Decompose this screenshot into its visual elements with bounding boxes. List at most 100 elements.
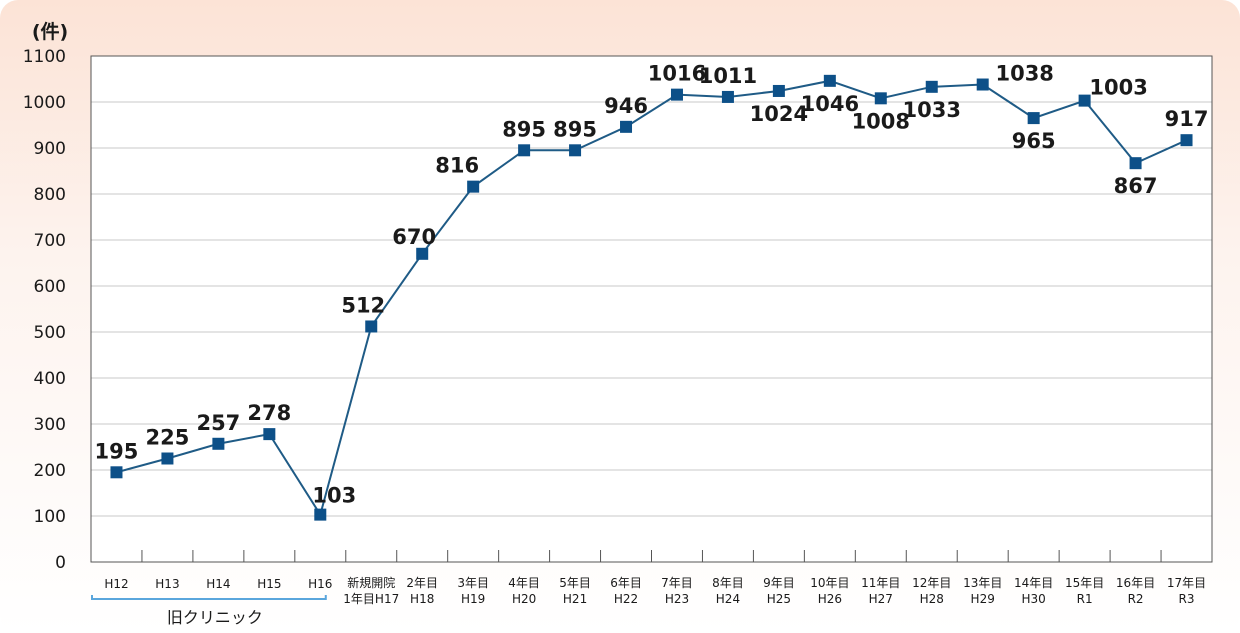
x-tick-label: H23: [665, 592, 689, 606]
y-tick-label: 0: [55, 553, 66, 573]
data-label: 1008: [852, 109, 910, 133]
y-tick-label: 500: [34, 323, 66, 343]
x-tick-label: 6年目: [610, 576, 642, 590]
x-tick-label: 5年目: [559, 576, 591, 590]
x-tick-label: H24: [716, 592, 740, 606]
data-label: 225: [146, 426, 190, 450]
x-tick-label: H21: [563, 592, 587, 606]
x-tick-label: R3: [1179, 592, 1195, 606]
x-tick-label: H20: [512, 592, 536, 606]
x-tick-label: H29: [971, 592, 995, 606]
data-label: 103: [312, 484, 356, 508]
y-tick-label: 200: [34, 461, 66, 481]
y-tick-label: 300: [34, 415, 66, 435]
data-point: [1180, 134, 1193, 147]
x-tick-label: 7年目: [661, 576, 693, 590]
data-point: [772, 84, 785, 97]
data-point: [823, 74, 836, 87]
x-tick-label: H15: [257, 577, 281, 591]
x-tick-label: H14: [206, 577, 230, 591]
x-tick-label: H13: [155, 577, 179, 591]
y-tick-label: 1100: [23, 47, 66, 67]
x-tick-label: R2: [1128, 592, 1144, 606]
x-tick-label: H25: [767, 592, 791, 606]
data-label: 867: [1114, 174, 1158, 198]
y-tick-label: 600: [34, 277, 66, 297]
data-point: [925, 80, 938, 93]
data-point: [569, 144, 582, 157]
data-point: [467, 180, 480, 193]
data-label: 917: [1165, 107, 1209, 131]
x-tick-label: 16年目: [1116, 576, 1155, 590]
x-tick-label: 14年目: [1014, 576, 1053, 590]
data-point: [976, 78, 989, 91]
x-tick-label: H22: [614, 592, 638, 606]
data-label: 1046: [801, 92, 859, 116]
x-tick-label: 3年目: [457, 576, 489, 590]
data-label: 512: [341, 293, 385, 317]
data-point: [874, 92, 887, 105]
data-label: 895: [502, 117, 546, 141]
data-label: 1024: [750, 102, 808, 126]
data-label: 257: [196, 411, 240, 435]
y-tick-label: 400: [34, 369, 66, 389]
y-tick-label: 800: [34, 185, 66, 205]
data-label: 816: [435, 154, 479, 178]
data-point: [110, 466, 123, 479]
y-tick-label: 700: [34, 231, 66, 251]
data-label: 1003: [1089, 76, 1147, 100]
data-point: [670, 88, 683, 101]
x-tick-label: 17年目: [1167, 576, 1206, 590]
y-tick-label: 1000: [23, 93, 66, 113]
data-label: 965: [1012, 129, 1056, 153]
data-point: [416, 247, 429, 260]
data-point: [518, 144, 531, 157]
y-tick-label: 900: [34, 139, 66, 159]
x-tick-label: 15年目: [1065, 576, 1104, 590]
x-tick-label: H18: [410, 592, 434, 606]
data-point: [212, 437, 225, 450]
data-label: 195: [95, 439, 139, 463]
data-point: [314, 508, 327, 521]
data-label: 1038: [995, 62, 1053, 86]
x-tick-label: 10年目: [810, 576, 849, 590]
x-tick-label: 4年目: [508, 576, 540, 590]
data-point: [1129, 157, 1142, 170]
x-tick-label: 1年目H17: [343, 592, 399, 606]
data-label: 1033: [903, 98, 961, 122]
x-tick-label: H27: [869, 592, 893, 606]
x-tick-label: H19: [461, 592, 485, 606]
annotation-bracket: [91, 595, 327, 600]
data-label: 278: [247, 401, 291, 425]
data-label: 1011: [699, 64, 757, 88]
data-point: [620, 120, 633, 133]
x-tick-label: 8年目: [712, 576, 744, 590]
data-point: [721, 90, 734, 103]
x-tick-label: 12年目: [912, 576, 951, 590]
y-unit-label: (件): [32, 20, 68, 43]
x-tick-label: 2年目: [406, 576, 438, 590]
data-point: [1078, 94, 1091, 107]
x-tick-label: H12: [104, 577, 128, 591]
x-tick-label: 9年目: [763, 576, 795, 590]
x-tick-label: 11年目: [861, 576, 900, 590]
data-point: [263, 428, 276, 441]
annotation-label: 旧クリニック: [167, 608, 263, 627]
series-line: [116, 79, 1187, 518]
x-tick-label: R1: [1077, 592, 1093, 606]
data-label: 895: [553, 117, 597, 141]
data-label: 670: [392, 225, 436, 249]
data-point: [365, 320, 378, 333]
x-tick-label: H28: [920, 592, 944, 606]
x-tick-label: 新規開院: [347, 575, 395, 590]
data-label: 946: [604, 94, 648, 118]
x-tick-label: H26: [818, 592, 842, 606]
x-tick-label: 13年目: [963, 576, 1002, 590]
x-tick-label: H30: [1022, 592, 1046, 606]
x-tick-label: H16: [308, 577, 332, 591]
plot-area: [91, 56, 1212, 562]
data-label: 1016: [648, 62, 706, 86]
y-tick-label: 100: [34, 507, 66, 527]
